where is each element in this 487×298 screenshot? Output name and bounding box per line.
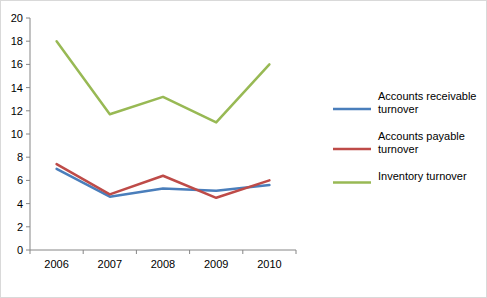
y-tick [26,41,30,42]
x-tick-label: 2006 [44,258,68,270]
legend-label: Inventory turnover [378,170,467,182]
legend-label-line: Inventory turnover [378,170,467,182]
x-tick [83,250,84,254]
x-tick-label: 2008 [151,258,175,270]
legend-label-line: Accounts payable [378,130,465,142]
plot-lines [57,41,270,198]
x-tick-label: 2009 [204,258,228,270]
legend-swatch [333,108,371,111]
legend-label-line: turnover [378,143,419,155]
x-tick [296,250,297,254]
y-tick-label: 12 [11,105,23,117]
y-tick-label: 10 [11,128,23,140]
y-tick [26,110,30,111]
y-tick [26,134,30,135]
y-tick [26,203,30,204]
legend-label-line: turnover [378,103,419,115]
series-line [57,164,270,198]
chart-frame [1,1,487,298]
y-tick-label: 4 [17,198,23,210]
series-line [57,41,270,122]
legend-label: Accounts receivableturnover [378,90,476,115]
y-tick-label: 16 [11,58,23,70]
y-tick-label: 0 [17,244,23,256]
x-axis [30,250,296,251]
chart: 0 2 4 6 8 10 12 14 16 18 20 2006 2007 2008 2009 2010 Acc… [0,0,487,298]
x-tick [242,250,243,254]
y-tick [26,87,30,88]
y-tick [26,18,30,19]
x-tick [136,250,137,254]
legend-label-line: Accounts receivable [378,90,476,102]
x-tick-label: 2007 [98,258,122,270]
legend-swatch [333,148,371,151]
legend-label: Accounts payableturnover [378,130,465,155]
y-tick-label: 20 [11,12,23,24]
x-tick [30,250,31,254]
y-tick-label: 8 [17,151,23,163]
y-tick [26,157,30,158]
y-tick [26,180,30,181]
y-tick-label: 18 [11,35,23,47]
y-tick [26,226,30,227]
y-tick [26,64,30,65]
x-tick-label: 2010 [257,258,281,270]
y-tick-label: 14 [11,82,23,94]
y-tick-label: 2 [17,221,23,233]
y-tick [26,250,30,251]
legend-swatch [333,181,371,184]
x-tick [189,250,190,254]
y-tick-label: 6 [17,174,23,186]
